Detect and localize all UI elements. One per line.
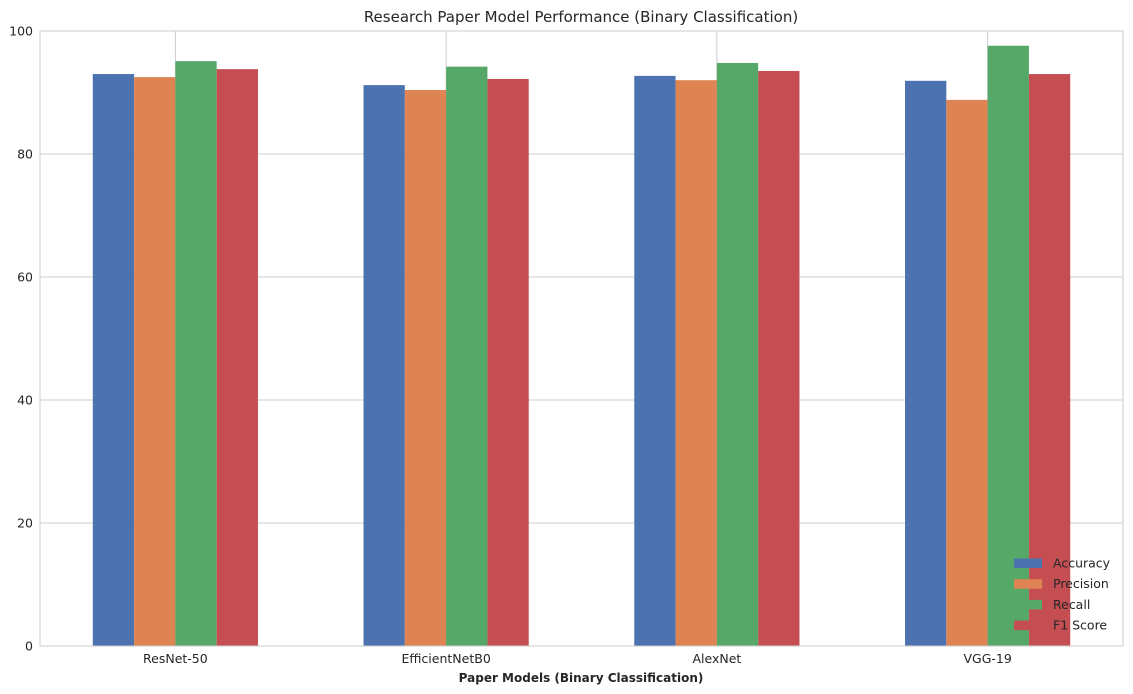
legend-swatch <box>1014 558 1042 568</box>
y-tick-label: 20 <box>17 516 33 531</box>
bar-recall-alexnet <box>716 62 759 647</box>
bar-f1-score-vgg-19 <box>1028 74 1071 647</box>
bar-accuracy-resnet-50 <box>92 74 135 647</box>
legend-swatch <box>1014 599 1042 610</box>
legend-label: Accuracy <box>1053 556 1111 571</box>
x-axis-label: Paper Models (Binary Classification) <box>459 671 704 685</box>
legend-label: Recall <box>1053 597 1090 612</box>
bar-f1-score-efficientnetb0 <box>487 78 529 647</box>
y-tick-label: 0 <box>25 639 33 654</box>
legend-label: Precision <box>1053 576 1109 591</box>
chart-title: Research Paper Model Performance (Binary… <box>364 8 798 26</box>
bar-accuracy-vgg-19 <box>905 80 947 646</box>
bars-group <box>92 45 1071 647</box>
legend-swatch <box>1014 620 1042 631</box>
bar-accuracy-efficientnetb0 <box>363 85 405 647</box>
y-axis-ticks: 0 20 40 60 80 100 <box>9 24 33 654</box>
bar-recall-vgg-19 <box>987 45 1029 646</box>
y-tick-label: 80 <box>17 147 33 162</box>
bar-f1-score-alexnet <box>758 70 800 647</box>
bar-recall-resnet-50 <box>175 61 217 646</box>
bar-recall-efficientnetb0 <box>446 66 488 647</box>
legend-label: F1 Score <box>1053 618 1107 633</box>
y-tick-label: 40 <box>17 393 33 408</box>
bar-precision-alexnet <box>675 80 717 646</box>
x-tick-label: VGG-19 <box>963 651 1011 666</box>
y-tick-label: 100 <box>9 24 33 39</box>
bar-precision-resnet-50 <box>134 77 176 646</box>
x-tick-label: EfficientNetB0 <box>401 651 490 666</box>
bar-accuracy-alexnet <box>634 75 676 646</box>
bar-f1-score-resnet-50 <box>216 69 258 646</box>
x-tick-label: ResNet-50 <box>143 651 208 666</box>
plot-frame <box>39 30 1124 647</box>
legend-swatch <box>1014 579 1042 589</box>
x-axis-ticks: ResNet-50 EfficientNetB0 AlexNet VGG-19 <box>143 651 1012 666</box>
legend: Accuracy Precision Recall F1 Score <box>1014 556 1111 633</box>
bar-precision-efficientnetb0 <box>404 90 447 647</box>
y-tick-label: 60 <box>17 270 33 285</box>
x-tick-label: AlexNet <box>692 651 741 666</box>
bar-precision-vgg-19 <box>946 99 988 646</box>
